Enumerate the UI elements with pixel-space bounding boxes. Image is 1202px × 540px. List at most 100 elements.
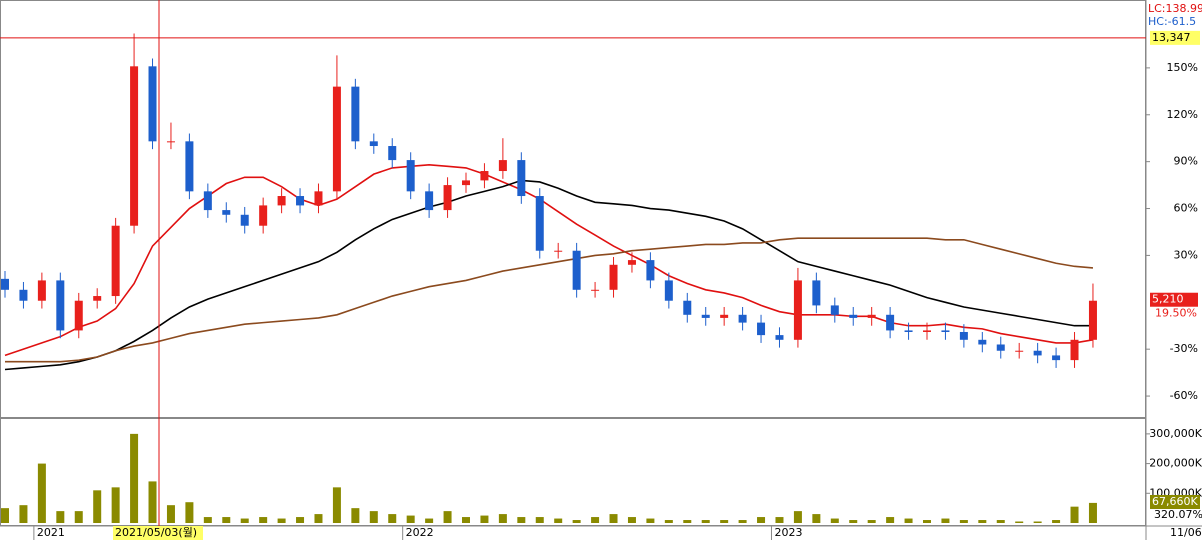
last-volume-label-box bbox=[1150, 495, 1200, 509]
volume-bar bbox=[867, 520, 876, 523]
volume-bar bbox=[498, 514, 507, 523]
y-tick-label: 30% bbox=[1174, 248, 1198, 261]
candle-body bbox=[959, 331, 968, 340]
candle-body bbox=[56, 280, 65, 331]
candle-body bbox=[793, 280, 802, 340]
candle-body bbox=[664, 280, 673, 301]
volume-bar bbox=[130, 433, 139, 523]
volume-bar bbox=[185, 502, 194, 523]
crosshair-value-label: 13,347 bbox=[1152, 31, 1191, 44]
candle-body bbox=[1052, 355, 1061, 361]
volume-bar bbox=[369, 511, 378, 523]
volume-bar bbox=[996, 520, 1005, 523]
candle-body bbox=[406, 160, 415, 192]
candle-body bbox=[462, 180, 470, 186]
candle-body bbox=[425, 191, 434, 211]
volume-bar bbox=[296, 517, 305, 523]
candle-body bbox=[591, 289, 600, 291]
volume-bar bbox=[738, 520, 747, 523]
volume-bar bbox=[978, 520, 987, 523]
volume-bar bbox=[314, 514, 323, 523]
volume-bar bbox=[830, 518, 839, 523]
volume-bar bbox=[627, 517, 636, 523]
candle-body bbox=[720, 314, 729, 318]
x-tick-label: 2022 bbox=[406, 526, 434, 539]
candle-body bbox=[517, 160, 526, 197]
volume-bar bbox=[425, 518, 434, 523]
candle-body bbox=[1, 278, 9, 290]
candle-body bbox=[627, 260, 636, 265]
y-tick-label: 200,000K bbox=[1149, 457, 1202, 470]
candle-body bbox=[259, 205, 268, 226]
volume-bar bbox=[923, 520, 931, 523]
y-tick-label: 120% bbox=[1167, 108, 1198, 121]
candle-body bbox=[148, 66, 157, 142]
candle-body bbox=[646, 260, 655, 281]
candle-body bbox=[757, 322, 766, 336]
candle-body bbox=[111, 225, 120, 297]
candle-body bbox=[369, 141, 378, 147]
volume-bar bbox=[443, 511, 452, 523]
candle-body bbox=[535, 196, 544, 251]
y-tick-label: 300,000K bbox=[1149, 427, 1202, 440]
y-tick-label: -60% bbox=[1170, 389, 1198, 402]
candle-body bbox=[203, 191, 212, 211]
candle-body bbox=[314, 191, 323, 206]
candle-body bbox=[996, 344, 1005, 351]
volume-bar bbox=[406, 515, 415, 523]
volume-bar bbox=[757, 517, 766, 523]
volume-bar bbox=[793, 511, 802, 523]
volume-bar bbox=[1070, 506, 1079, 523]
volume-bar bbox=[517, 517, 526, 523]
volume-bar bbox=[74, 511, 83, 523]
candle-body bbox=[812, 280, 821, 306]
candle-body bbox=[332, 86, 341, 192]
volume-bar bbox=[351, 508, 360, 523]
candle-body bbox=[1088, 300, 1097, 340]
volume-bar bbox=[554, 518, 563, 523]
candle-body bbox=[1015, 350, 1024, 352]
candle-body bbox=[480, 171, 489, 181]
volume-bar bbox=[664, 520, 673, 523]
crosshair-date-label-box bbox=[113, 526, 203, 540]
volume-bar bbox=[111, 487, 120, 523]
candle-body bbox=[443, 185, 452, 211]
volume-bar bbox=[388, 514, 397, 523]
candle-body bbox=[19, 289, 28, 301]
candle-body bbox=[830, 305, 839, 315]
candle-body bbox=[775, 335, 784, 340]
volume-bar bbox=[609, 514, 618, 523]
hc-label: HC:-61.5 bbox=[1148, 15, 1196, 28]
volume-bar bbox=[941, 518, 950, 523]
candle-body bbox=[609, 264, 618, 290]
x-end-label: 11/06 bbox=[1170, 526, 1202, 539]
candle-body bbox=[867, 314, 876, 318]
volume-bar bbox=[259, 517, 268, 523]
volume-bar bbox=[904, 518, 913, 523]
candle-body bbox=[130, 66, 139, 226]
volume-bar bbox=[148, 481, 157, 523]
volume-bar bbox=[19, 505, 28, 523]
candle-body bbox=[683, 300, 692, 315]
volume-bar bbox=[240, 518, 249, 523]
volume-bar bbox=[1033, 521, 1042, 523]
volume-bar bbox=[480, 515, 489, 523]
volume-bar bbox=[959, 520, 968, 523]
volume-bar bbox=[56, 511, 65, 523]
candle-body bbox=[277, 196, 286, 206]
volume-bar bbox=[1088, 502, 1097, 523]
candle-body bbox=[296, 196, 305, 206]
y-tick-label: 150% bbox=[1167, 61, 1198, 74]
candle-body bbox=[701, 314, 710, 318]
lc-label: LC:138.99 bbox=[1148, 2, 1202, 15]
volume-bar bbox=[535, 517, 544, 523]
volume-bar bbox=[203, 517, 212, 523]
candle-body bbox=[388, 146, 397, 161]
candle-body bbox=[351, 86, 360, 142]
candle-body bbox=[572, 250, 581, 290]
candle-body bbox=[978, 339, 987, 345]
last-change-label: 19.50% bbox=[1155, 307, 1197, 320]
volume-bar bbox=[886, 517, 895, 523]
candle-body bbox=[886, 314, 895, 331]
